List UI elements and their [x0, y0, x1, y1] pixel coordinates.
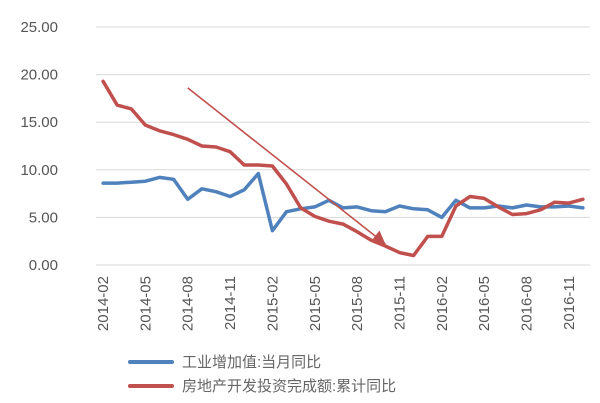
legend-label-real-estate-investment: 房地产开发投资完成额:累计同比	[182, 378, 396, 395]
data-point-industrial-value-added	[144, 180, 147, 183]
y-tick-label: 20.00	[20, 67, 58, 84]
data-point-real-estate-investment	[468, 195, 472, 198]
data-point-real-estate-investment	[257, 163, 260, 167]
series-line-industrial-value-added	[101, 171, 585, 233]
data-point-real-estate-investment	[482, 197, 486, 200]
data-point-real-estate-investment	[172, 133, 175, 136]
data-point-industrial-value-added	[200, 187, 204, 191]
data-point-real-estate-investment	[398, 251, 401, 254]
x-tick-label: 2014-08	[180, 276, 197, 331]
y-tick-label: 0.00	[29, 257, 58, 274]
trend-arrow-head	[370, 230, 386, 245]
data-point-industrial-value-added	[271, 229, 274, 232]
legend-label-industrial-value-added: 工业增加值:当月同比	[182, 354, 321, 371]
data-point-real-estate-investment	[101, 80, 105, 83]
data-point-industrial-value-added	[313, 205, 316, 209]
data-point-real-estate-investment	[285, 182, 288, 186]
data-point-industrial-value-added	[426, 208, 429, 211]
data-point-industrial-value-added	[228, 195, 232, 198]
data-point-industrial-value-added	[186, 198, 189, 201]
y-tick-label: 25.00	[20, 19, 58, 36]
data-point-real-estate-investment	[511, 213, 514, 216]
x-tick-label: 2014-02	[95, 276, 112, 331]
x-tick-label: 2015-08	[349, 276, 366, 331]
data-point-real-estate-investment	[271, 164, 274, 168]
series-line-real-estate-investment	[101, 79, 585, 258]
data-point-real-estate-investment	[454, 204, 458, 208]
data-point-industrial-value-added	[384, 210, 387, 213]
trend-arrow-line	[187, 87, 386, 245]
data-point-industrial-value-added	[101, 181, 105, 185]
x-axis-ticks: 2014-02 2014-05 2014-08 2014-11 2015-02 2015-…	[95, 276, 578, 331]
data-point-real-estate-investment	[130, 107, 133, 111]
data-point-real-estate-investment	[412, 254, 415, 257]
data-point-real-estate-investment	[144, 123, 147, 127]
data-point-real-estate-investment	[243, 163, 246, 167]
y-tick-label: 15.00	[20, 114, 58, 131]
y-tick-label: 5.00	[29, 209, 58, 226]
data-point-real-estate-investment	[539, 208, 542, 211]
x-tick-label: 2016-02	[434, 276, 451, 331]
data-point-industrial-value-added	[398, 204, 401, 208]
data-point-real-estate-investment	[200, 144, 204, 148]
data-point-industrial-value-added	[454, 199, 458, 202]
x-tick-label: 2015-05	[307, 276, 324, 331]
data-point-industrial-value-added	[285, 210, 288, 213]
data-point-real-estate-investment	[525, 212, 528, 215]
data-point-industrial-value-added	[525, 203, 528, 207]
data-point-real-estate-investment	[299, 206, 302, 210]
data-point-real-estate-investment	[313, 215, 316, 218]
data-point-real-estate-investment	[384, 244, 387, 248]
x-tick-label: 2014-11	[222, 276, 239, 330]
data-point-real-estate-investment	[214, 145, 218, 149]
data-point-industrial-value-added	[468, 206, 472, 210]
data-point-real-estate-investment	[581, 198, 585, 201]
data-point-industrial-value-added	[567, 204, 571, 208]
data-point-industrial-value-added	[581, 206, 585, 210]
data-point-industrial-value-added	[511, 206, 514, 210]
data-point-industrial-value-added	[130, 180, 133, 184]
data-point-industrial-value-added	[370, 209, 373, 212]
data-point-real-estate-investment	[497, 205, 500, 209]
gridlines	[96, 26, 590, 266]
data-point-industrial-value-added	[214, 190, 218, 193]
x-tick-label: 2016-11	[561, 276, 578, 330]
data-point-real-estate-investment	[115, 103, 119, 107]
data-point-industrial-value-added	[257, 172, 260, 175]
data-point-real-estate-investment	[355, 230, 359, 233]
data-point-real-estate-investment	[341, 222, 345, 226]
data-point-real-estate-investment	[158, 129, 161, 132]
data-point-industrial-value-added	[115, 181, 119, 185]
data-point-industrial-value-added	[440, 216, 443, 219]
data-point-real-estate-investment	[228, 150, 232, 153]
y-tick-label: 10.00	[20, 162, 58, 179]
x-tick-label: 2016-05	[476, 276, 493, 331]
data-point-real-estate-investment	[327, 220, 331, 223]
data-point-industrial-value-added	[341, 206, 345, 210]
data-point-real-estate-investment	[567, 201, 571, 205]
x-tick-label: 2015-11	[391, 276, 408, 330]
data-point-industrial-value-added	[355, 205, 359, 209]
y-axis-ticks: 0.00 5.00 10.00 15.00 20.00 25.00	[20, 19, 58, 274]
series-lines	[101, 79, 585, 258]
data-point-industrial-value-added	[172, 178, 175, 181]
data-point-real-estate-investment	[440, 235, 443, 238]
x-tick-label: 2016-08	[518, 276, 535, 331]
data-point-real-estate-investment	[553, 200, 556, 204]
data-point-industrial-value-added	[553, 205, 556, 209]
data-point-real-estate-investment	[186, 138, 189, 141]
data-point-real-estate-investment	[426, 235, 429, 238]
trend-arrow-annotation	[187, 87, 386, 245]
data-point-industrial-value-added	[158, 176, 161, 179]
x-tick-label: 2014-05	[137, 276, 154, 331]
data-point-industrial-value-added	[482, 206, 486, 210]
data-point-industrial-value-added	[412, 207, 415, 211]
data-point-industrial-value-added	[243, 188, 246, 191]
x-tick-label: 2015-02	[264, 276, 281, 331]
